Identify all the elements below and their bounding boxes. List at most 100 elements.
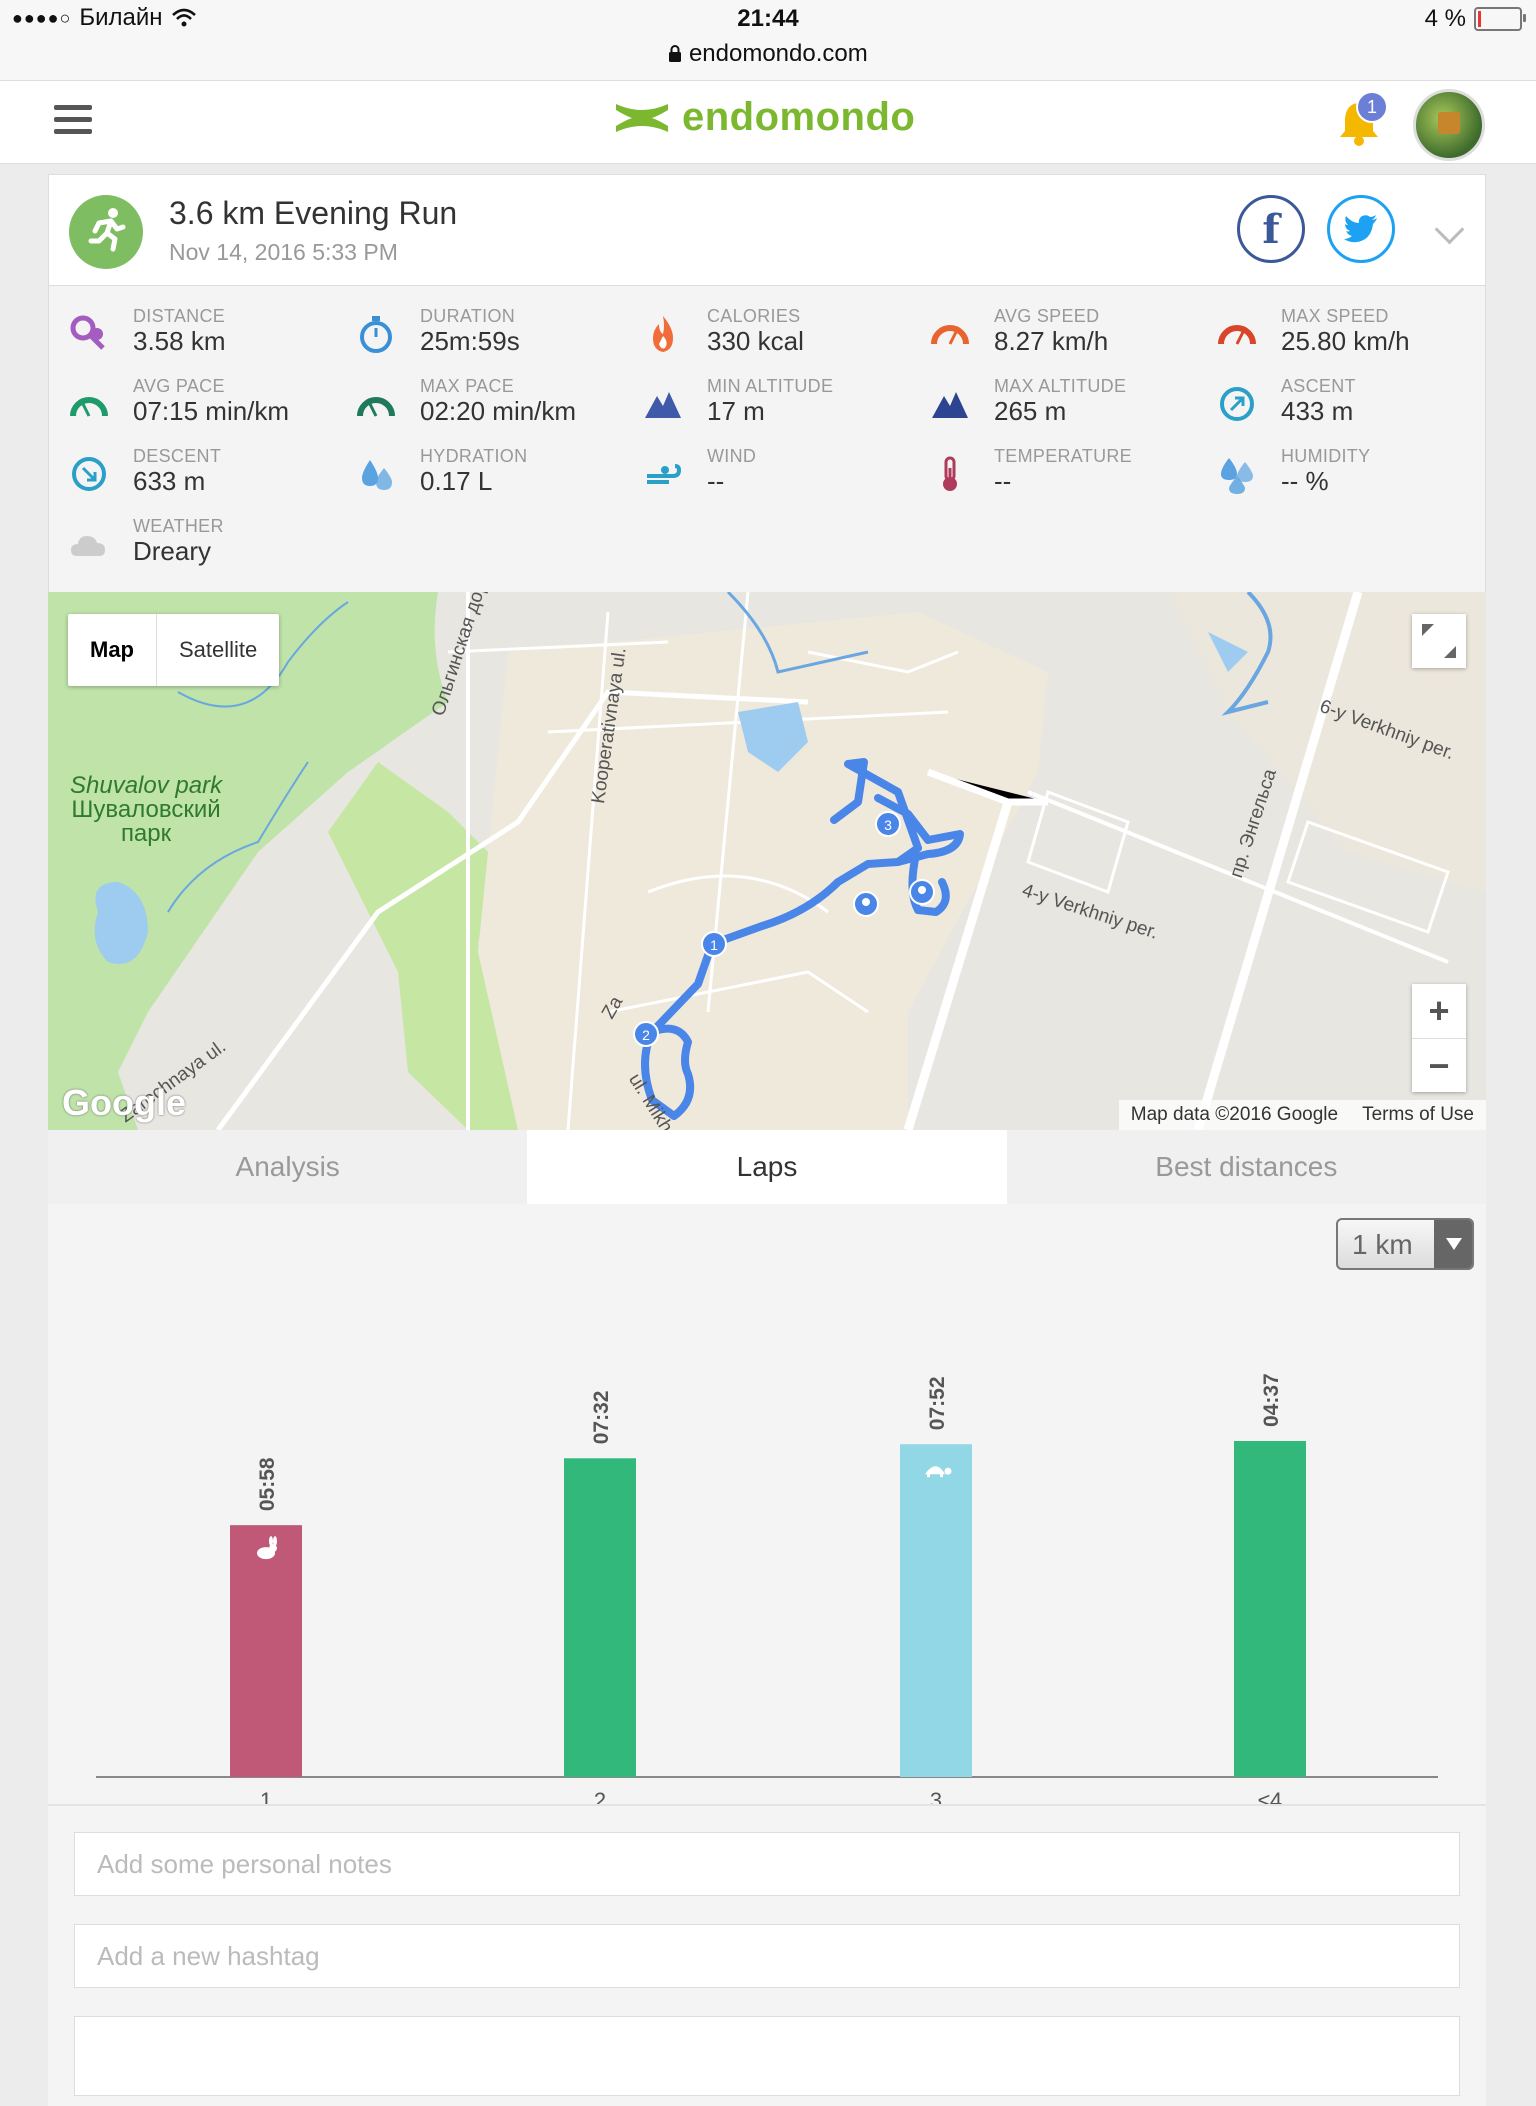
satellite-view-button[interactable]: Satellite [179, 637, 258, 662]
turtle-icon [925, 1466, 952, 1478]
facebook-share-button[interactable]: f [1237, 195, 1305, 263]
lap-distance-select[interactable]: 1 km [1336, 1218, 1474, 1270]
lap-marker-3[interactable]: 3 [875, 811, 901, 837]
lap-bar-1[interactable] [230, 1525, 302, 1777]
lap-marker-2-label: 2 [642, 1027, 650, 1043]
laps-chart: 05:58 1 07:32 2 07:52 3 04:37 ≤4 [96, 1373, 1438, 1804]
avatar[interactable] [1413, 89, 1485, 161]
stat-value: 265 m [994, 396, 1067, 426]
lap-time-label: 07:52 [926, 1376, 949, 1430]
facebook-icon: f [1262, 205, 1280, 253]
personal-notes-input[interactable]: Add some personal notes [74, 1832, 1460, 1896]
stat-label: AVG SPEED [994, 306, 1100, 326]
comment-input[interactable] [74, 2016, 1460, 2096]
stat-value: 17 m [707, 396, 765, 426]
stat-duration: DURATION 25m:59s [336, 306, 616, 360]
finish-pin-icon[interactable] [909, 879, 935, 905]
stat-min-altitude: MIN ALTITUDE 17 m [623, 376, 903, 430]
stat-label: MAX SPEED [1281, 306, 1389, 326]
status-bar: ●●●●○ Билайн 21:44 endomondo.com 4 % [0, 0, 1536, 80]
stat-value: -- % [1281, 466, 1329, 496]
stat-label: MAX PACE [420, 376, 515, 396]
stat-label: MIN ALTITUDE [707, 376, 834, 396]
lap-number-label: 3 [930, 1788, 942, 1804]
ascent-icon [1217, 384, 1257, 424]
stat-label: DURATION [420, 306, 516, 326]
lap-bar-3[interactable] [900, 1444, 972, 1777]
terms-of-use-link[interactable]: Terms of Use [1362, 1104, 1474, 1125]
stat-value: 330 kcal [707, 326, 804, 356]
stat-wind: WIND -- [623, 446, 903, 500]
stat-distance: DISTANCE 3.58 km [49, 306, 329, 360]
water-drops-icon [356, 454, 396, 494]
lap-time-label: 05:58 [256, 1457, 279, 1511]
stat-descent: DESCENT 633 m [49, 446, 329, 500]
stopwatch-icon [356, 314, 396, 354]
start-pin-icon[interactable] [853, 891, 879, 917]
speedometer-icon [1217, 314, 1257, 354]
stat-label: WEATHER [133, 516, 224, 536]
endomondo-logo[interactable]: endomondo [612, 95, 915, 140]
stat-label: TEMPERATURE [994, 446, 1132, 466]
lock-icon [669, 45, 682, 62]
twitter-icon [1344, 215, 1377, 243]
zoom-out-button[interactable]: − [1412, 1038, 1466, 1093]
lap-distance-value: 1 km [1352, 1229, 1413, 1260]
lap-bar-2[interactable] [564, 1458, 636, 1777]
tab-analysis[interactable]: Analysis [235, 1151, 340, 1182]
fullscreen-button[interactable] [1412, 614, 1466, 668]
workout-title: 3.6 km Evening Run [169, 195, 458, 231]
stat-avg-pace: AVG PACE 07:15 min/km [49, 376, 329, 430]
stat-ascent: ASCENT 433 m [1197, 376, 1477, 430]
zoom-controls: + − [1412, 984, 1466, 1092]
running-icon [69, 195, 143, 269]
stat-label: WIND [707, 446, 757, 466]
chevron-down-icon[interactable] [1434, 214, 1465, 245]
lap-marker-1[interactable]: 1 [701, 931, 727, 957]
menu-icon[interactable] [54, 105, 92, 137]
google-logo: Google [62, 1082, 186, 1123]
humidity-icon [1217, 454, 1257, 494]
zoom-in-button[interactable]: + [1428, 990, 1450, 1031]
stat-value: -- [707, 466, 725, 496]
lap-number-label: ≤4 [1258, 1788, 1282, 1804]
stat-value: 433 m [1281, 396, 1354, 426]
stat-label: MAX ALTITUDE [994, 376, 1127, 396]
lap-marker-1-label: 1 [710, 937, 718, 953]
stat-value: 8.27 km/h [994, 326, 1109, 356]
fullscreen-icon [1422, 624, 1456, 658]
url-bar[interactable]: endomondo.com [0, 40, 1536, 68]
carrier-info: ●●●●○ Билайн [12, 4, 197, 32]
lap-marker-2[interactable]: 2 [633, 1021, 659, 1047]
stat-label: HUMIDITY [1281, 446, 1371, 466]
map-type-toggle: Map Satellite [68, 614, 280, 686]
lap-time-label: 04:37 [1260, 1373, 1283, 1427]
distance-icon [69, 314, 109, 354]
map-canvas[interactable]: 1 2 3 [48, 592, 1486, 1130]
stat-label: ASCENT [1281, 376, 1356, 396]
hashtag-input[interactable]: Add a new hashtag [74, 1924, 1460, 1988]
pace-gauge-icon [69, 384, 109, 424]
map-attribution: Map data ©2016 Google Terms of Use [1118, 1100, 1486, 1130]
battery-percent: 4 % [1424, 5, 1466, 32]
map-view-button[interactable]: Map [68, 614, 157, 686]
route-map[interactable]: 1 2 3 Shuvalov park Шуваловский парк Оль… [48, 592, 1486, 1130]
under-armour-icon [616, 103, 668, 132]
stat-label: AVG PACE [133, 376, 225, 396]
lap-time-label: 07:32 [590, 1391, 613, 1445]
stat-avg-speed: AVG SPEED 8.27 km/h [910, 306, 1190, 360]
workout-stats: DISTANCE 3.58 km DURATION 25m:59s CALORIES 33… [48, 286, 1486, 592]
battery-status: 4 % [1424, 5, 1526, 33]
park-name-en: Shuvalov park [70, 772, 223, 799]
twitter-share-button[interactable] [1327, 195, 1395, 263]
laps-panel: 05:58 1 07:32 2 07:52 3 04:37 ≤4 1 km [48, 1204, 1486, 1804]
cloud-icon [69, 524, 109, 564]
map-data-credit: Map data ©2016 Google [1130, 1104, 1339, 1125]
tab-best-distances[interactable]: Best distances [1155, 1151, 1338, 1182]
analysis-tabs: Analysis Laps Best distances [48, 1130, 1486, 1204]
tab-laps[interactable]: Laps [527, 1130, 1007, 1204]
park-label: Shuvalov park Шуваловский парк [70, 774, 222, 846]
lap-bar-4[interactable] [1234, 1441, 1306, 1777]
stat-temperature: TEMPERATURE -- [910, 446, 1190, 500]
stat-max-speed: MAX SPEED 25.80 km/h [1197, 306, 1477, 360]
